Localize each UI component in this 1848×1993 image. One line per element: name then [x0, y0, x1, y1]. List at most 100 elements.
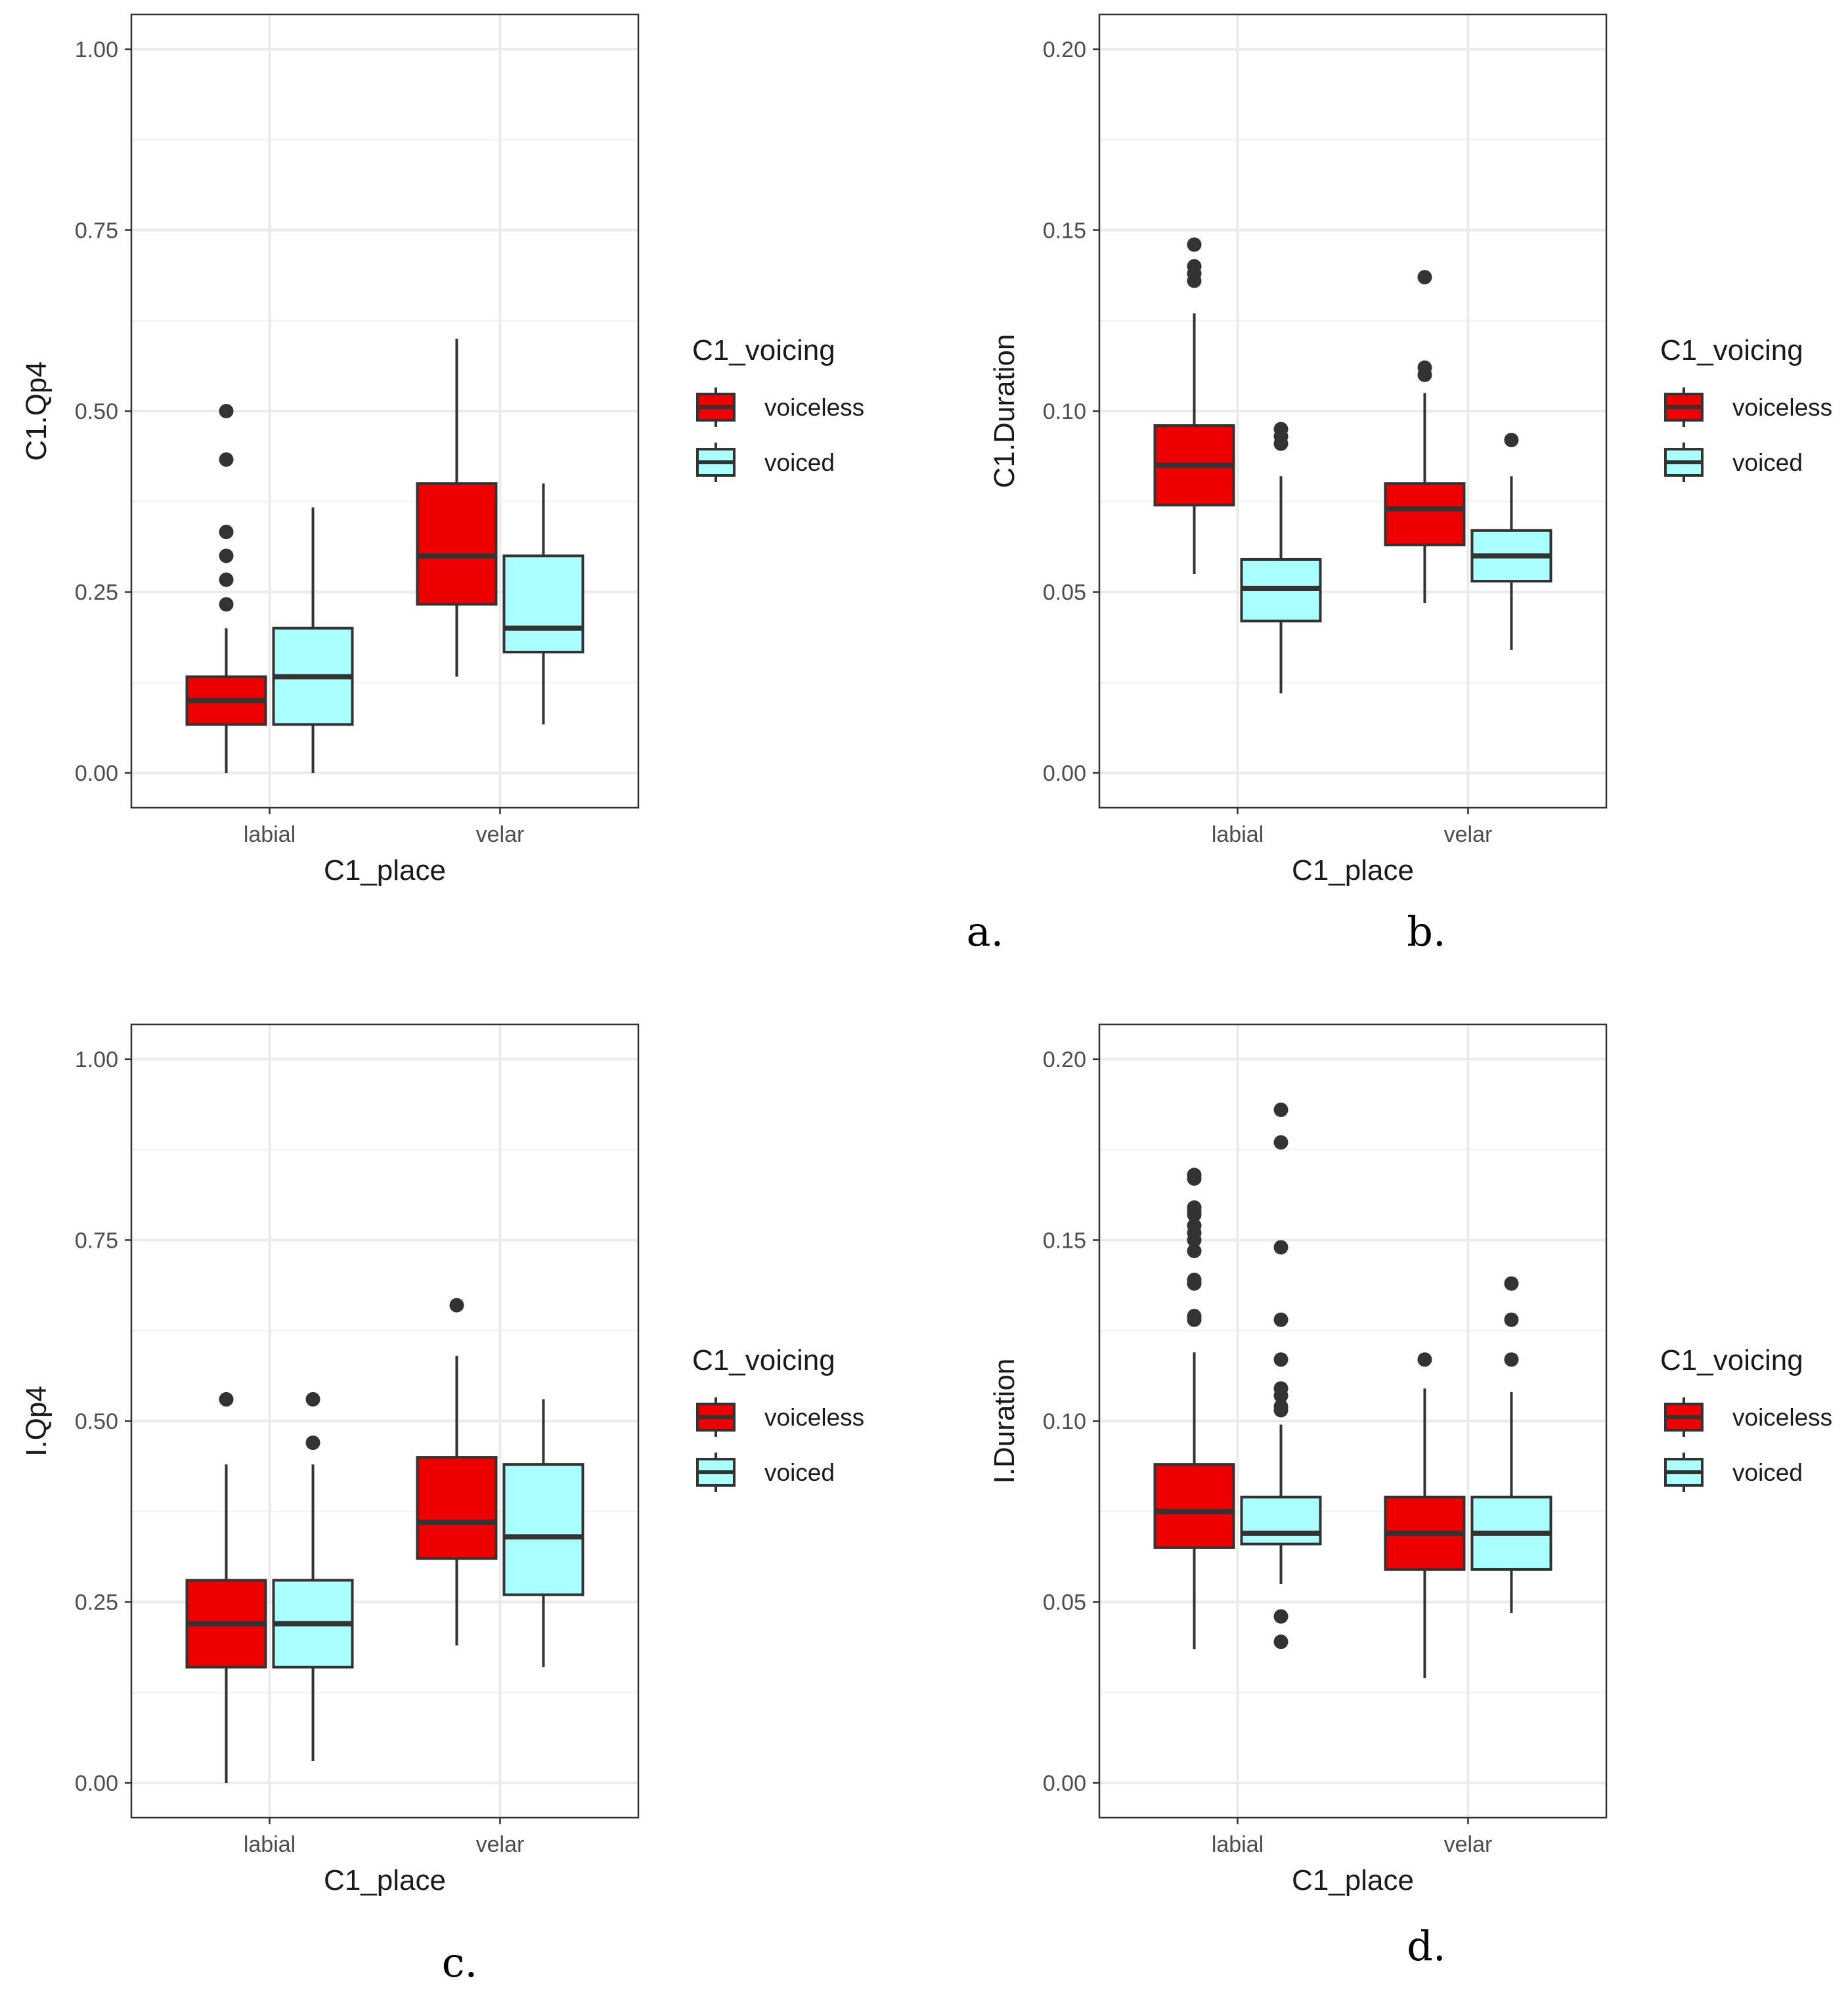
y-tick-label: 0.15: [1043, 1228, 1086, 1253]
chart-panel-0: 0.00 0.25 0.50 0.75 1.00 labial velar C1_place C…: [20, 13, 1003, 955]
chart-panel-2: 0.00 0.25 0.50 0.75 1.00 labial velar C1_place I…: [20, 1023, 864, 1986]
box-iqr: [502, 1463, 584, 1596]
x-tick-label: velar: [1444, 1832, 1493, 1857]
box-voiced-labial: [1240, 1103, 1322, 1650]
legend-key-voiced: [696, 1453, 736, 1492]
y-tick-label: 0.25: [75, 1590, 118, 1615]
box-voiceless-labial: [185, 404, 267, 774]
box-iqr: [1384, 482, 1466, 546]
outlier-point: [1273, 1634, 1288, 1650]
y-axis-title: C1.Qp4: [20, 361, 53, 461]
y-tick-label: 0.00: [75, 1771, 118, 1796]
box-voiced-labial: [272, 1391, 354, 1762]
legend-key-voiceless: [696, 1397, 736, 1437]
x-axis-title: C1_place: [1292, 854, 1414, 887]
y-tick-label: 0.75: [75, 218, 118, 243]
outlier-point: [1187, 1168, 1202, 1183]
box-voiceless-labial: [185, 1391, 267, 1784]
outlier-point: [305, 1435, 320, 1451]
outlier-point: [1273, 1609, 1288, 1624]
box-voiced-labial: [272, 507, 354, 774]
legend-label: voiceless: [764, 394, 864, 421]
box-voiced-velar: [1470, 1276, 1552, 1613]
box-voiced-velar: [502, 483, 584, 725]
box-iqr: [1240, 1495, 1322, 1546]
y-axis-title: I.Qp4: [20, 1386, 53, 1456]
outlier-point: [1504, 433, 1519, 448]
x-tick-label: velar: [1444, 822, 1493, 847]
box-voiced-labial: [1240, 422, 1322, 693]
y-tick-label: 0.50: [75, 399, 118, 424]
legend-label: voiced: [764, 449, 835, 476]
y-tick-label: 0.00: [1043, 1771, 1086, 1796]
y-axis-title: I.Duration: [988, 1359, 1021, 1484]
legend: C1_voicing voiceless voiced: [1660, 334, 1832, 482]
box-voiceless-velar: [1384, 270, 1466, 603]
chart-panel-1: 0.00 0.05 0.10 0.15 0.20 labial velar C1_place C…: [988, 13, 1832, 955]
y-tick-label: 0.25: [75, 580, 118, 605]
x-tick-label: labial: [1212, 1832, 1264, 1857]
x-tick-label: labial: [244, 1832, 296, 1857]
legend: C1_voicing voiceless voiced: [1660, 1344, 1832, 1492]
box-voiced-velar: [1470, 433, 1552, 650]
y-tick-label: 0.10: [1043, 1409, 1086, 1434]
chart-panel-3: 0.00 0.05 0.10 0.15 0.20 labial velar C1_place I…: [988, 1023, 1832, 1970]
outlier-point: [449, 1298, 464, 1313]
legend-label: voiceless: [1732, 1404, 1832, 1431]
y-tick-label: 1.00: [75, 37, 118, 62]
outlier-point: [219, 572, 234, 587]
legend-title: C1_voicing: [692, 334, 835, 366]
outlier-point: [1273, 1312, 1288, 1327]
outlier-point: [1273, 1240, 1288, 1255]
y-tick-label: 0.50: [75, 1409, 118, 1434]
y-tick-label: 0.00: [75, 761, 118, 786]
outlier-point: [1187, 1273, 1202, 1288]
x-tick-label: labial: [1212, 822, 1264, 847]
box-voiceless-velar: [416, 1298, 498, 1646]
outlier-point: [1187, 1309, 1202, 1324]
outlier-point: [1273, 1352, 1288, 1367]
outlier-point: [1417, 360, 1432, 375]
legend: C1_voicing voiceless voiced: [692, 1344, 864, 1492]
x-axis-title: C1_place: [324, 1864, 446, 1896]
legend-title: C1_voicing: [692, 1344, 835, 1376]
y-tick-label: 0.00: [1043, 761, 1086, 786]
legend-key-voiced: [696, 443, 736, 482]
outlier-point: [1187, 1200, 1202, 1215]
legend-key-voiceless: [1664, 1397, 1704, 1437]
box-voiced-velar: [502, 1399, 584, 1667]
legend-title: C1_voicing: [1660, 1344, 1803, 1376]
y-tick-label: 0.75: [75, 1228, 118, 1253]
box-voiceless-labial: [1153, 237, 1235, 574]
box-iqr: [416, 482, 498, 606]
outlier-point: [1504, 1352, 1519, 1367]
legend-key-voiced: [1664, 443, 1704, 482]
legend-label: voiceless: [1732, 394, 1832, 421]
x-tick-label: velar: [476, 1832, 525, 1857]
y-tick-label: 0.10: [1043, 399, 1086, 424]
outlier-point: [305, 1391, 320, 1407]
legend-key-voiceless: [1664, 387, 1704, 427]
outlier-point: [1187, 259, 1202, 274]
x-axis-title: C1_place: [1292, 1864, 1414, 1896]
y-tick-label: 0.15: [1043, 218, 1086, 243]
y-tick-label: 0.05: [1043, 1590, 1086, 1615]
outlier-point: [219, 597, 234, 612]
box-voiceless-velar: [1384, 1352, 1466, 1678]
outlier-point: [1504, 1276, 1519, 1291]
box-iqr: [416, 1456, 498, 1560]
legend-title: C1_voicing: [1660, 334, 1803, 366]
outlier-point: [1273, 1381, 1288, 1396]
x-tick-label: velar: [476, 822, 525, 847]
outlier-point: [1187, 1218, 1202, 1233]
outlier-point: [1417, 270, 1432, 285]
outlier-point: [1504, 1312, 1519, 1327]
outlier-point: [219, 525, 234, 540]
outlier-point: [1273, 1135, 1288, 1150]
legend-label: voiced: [1732, 1459, 1803, 1486]
y-tick-label: 0.20: [1043, 37, 1086, 62]
legend-key-voiceless: [696, 387, 736, 427]
outlier-point: [1187, 1243, 1202, 1258]
x-tick-label: labial: [244, 822, 296, 847]
